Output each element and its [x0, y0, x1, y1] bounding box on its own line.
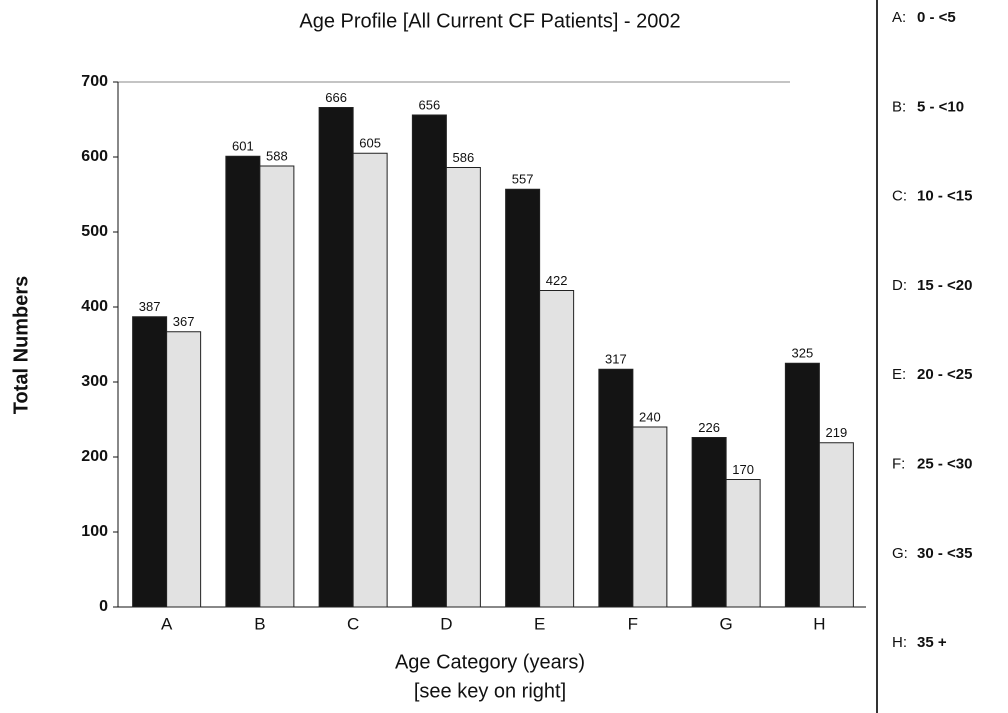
y-tick-label: 0	[99, 598, 108, 615]
bar	[132, 316, 168, 608]
x-axis-label: Age Category (years)	[395, 651, 585, 673]
key-range: 25 - <30	[917, 455, 972, 472]
bar	[411, 114, 447, 608]
x-tick-label: E	[534, 614, 545, 633]
x-tick-label: D	[440, 614, 452, 633]
value-label: 226	[698, 420, 720, 435]
x-tick-label: F	[628, 614, 638, 633]
y-axis-label: Total Numbers	[10, 276, 32, 415]
value-label: 387	[139, 299, 161, 314]
x-tick-label: B	[254, 614, 265, 633]
bar	[166, 331, 202, 608]
value-label: 586	[453, 150, 475, 165]
y-tick-label: 700	[81, 73, 108, 90]
key-range: 20 - <25	[917, 366, 972, 383]
value-label: 601	[232, 139, 254, 154]
bar	[352, 152, 388, 608]
key-letter: F:	[892, 455, 905, 472]
value-label: 656	[419, 97, 441, 112]
key-letter: D:	[892, 277, 907, 294]
bar	[318, 107, 354, 608]
bar	[259, 165, 295, 608]
x-tick-label: G	[720, 614, 733, 633]
value-label: 605	[359, 136, 381, 151]
value-label: 317	[605, 352, 627, 367]
value-label: 170	[732, 462, 754, 477]
x-axis-label: [see key on right]	[414, 680, 566, 702]
key-range: 10 - <15	[917, 188, 972, 205]
x-tick-label: C	[347, 614, 359, 633]
key-letter: C:	[892, 188, 907, 205]
y-tick-label: 200	[81, 448, 108, 465]
value-label: 588	[266, 148, 288, 163]
x-tick-label: A	[161, 614, 173, 633]
chart-title: Age Profile [All Current CF Patients] - …	[299, 10, 680, 32]
bar	[784, 362, 820, 608]
y-tick-label: 500	[81, 223, 108, 240]
bar	[691, 437, 727, 608]
y-tick-label: 400	[81, 298, 108, 315]
bar	[539, 290, 575, 608]
y-tick-label: 100	[81, 523, 108, 540]
key-letter: H:	[892, 634, 907, 651]
key-letter: G:	[892, 545, 908, 562]
bar	[632, 426, 668, 608]
key-letter: B:	[892, 98, 906, 115]
key-range: 5 - <10	[917, 98, 964, 115]
y-tick-label: 600	[81, 148, 108, 165]
value-label: 240	[639, 409, 661, 424]
value-label: 325	[792, 346, 814, 361]
key-range: 15 - <20	[917, 277, 972, 294]
key-letter: E:	[892, 366, 906, 383]
value-label: 666	[325, 90, 347, 105]
key-range: 0 - <5	[917, 9, 956, 26]
value-label: 557	[512, 172, 534, 187]
x-tick-label: H	[813, 614, 825, 633]
key-letter: A:	[892, 9, 906, 26]
bar	[598, 368, 634, 608]
value-label: 219	[826, 425, 848, 440]
key-range: 35 +	[917, 634, 947, 651]
y-tick-label: 300	[81, 373, 108, 390]
value-label: 367	[173, 314, 195, 329]
bar	[725, 479, 761, 608]
key-range: 30 - <35	[917, 545, 972, 562]
bar	[505, 188, 541, 608]
bar	[445, 167, 481, 608]
bar	[818, 442, 854, 608]
value-label: 422	[546, 273, 568, 288]
bar	[225, 155, 261, 608]
